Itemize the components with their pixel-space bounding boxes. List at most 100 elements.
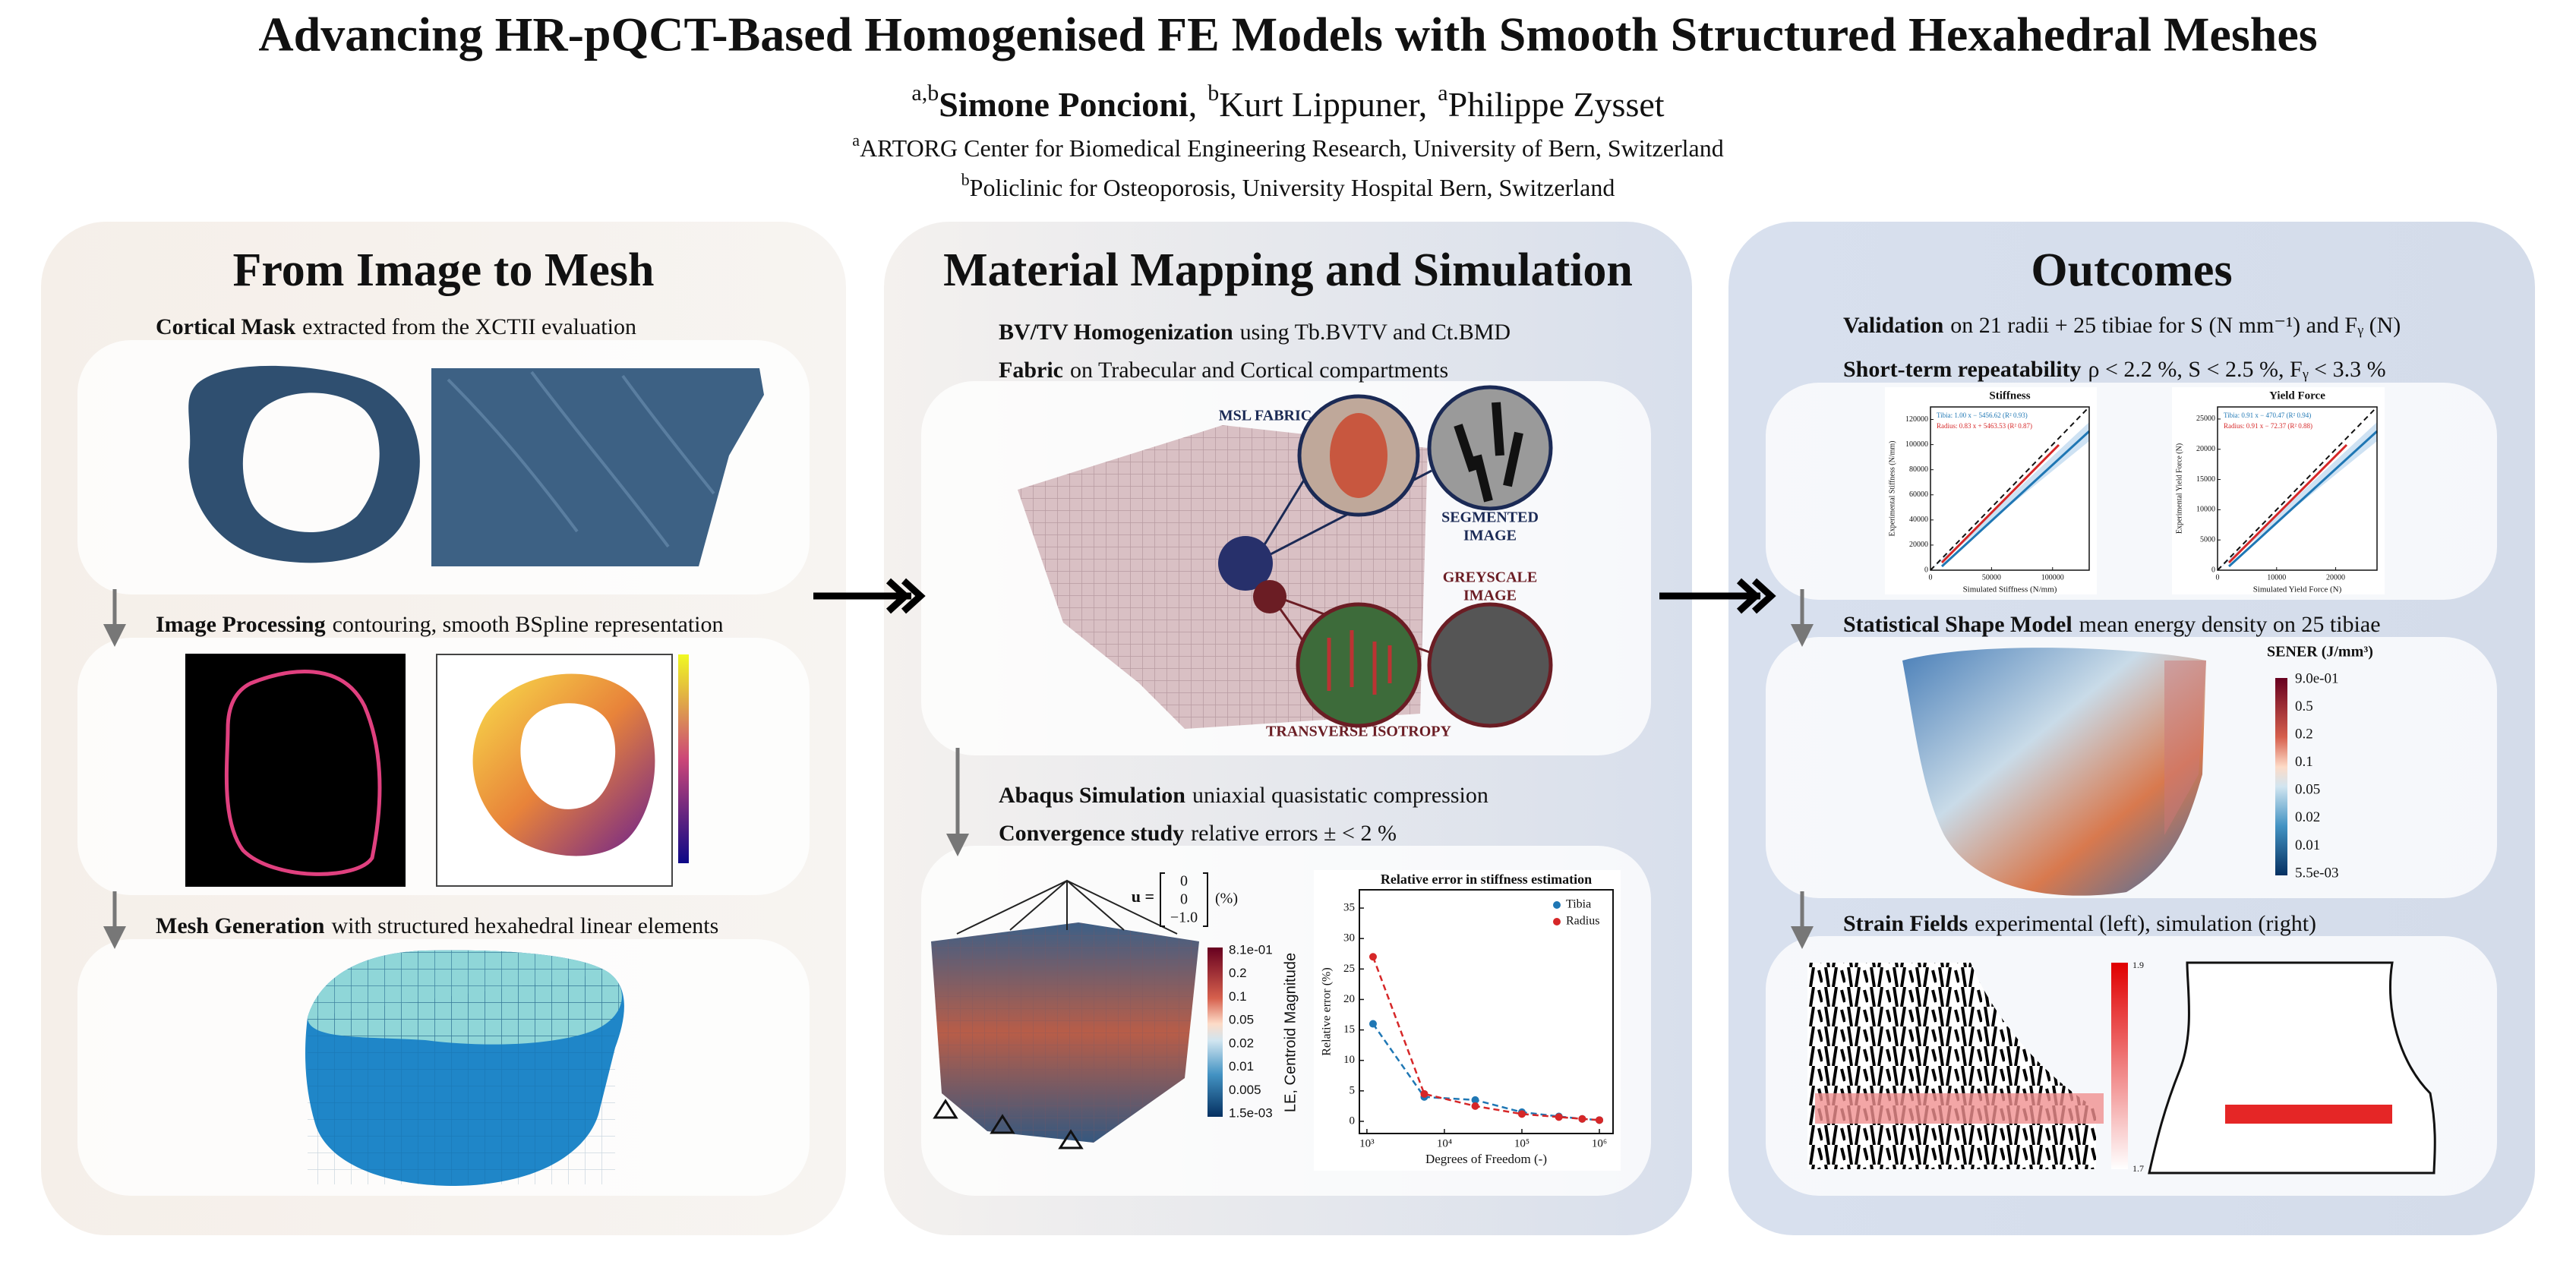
y-tick-label: 0 — [1350, 1115, 1356, 1127]
plot-title: Yield Force — [2269, 389, 2325, 402]
y-tick-label: 100000 — [1905, 440, 1928, 449]
colorbar-title: LE, Centroid Magnitude — [1282, 953, 1299, 1112]
fit-line — [2227, 443, 2348, 564]
colorbar-label: 9.0e-01 — [2295, 670, 2339, 686]
section-description: with structured hexahedral linear elemen… — [331, 913, 718, 938]
data-point — [1471, 1102, 1479, 1110]
load-symbol: u = — [1132, 887, 1154, 906]
x-tick-label: 10000 — [2267, 573, 2286, 582]
colorbar-label: 0.1 — [1229, 989, 1247, 1004]
x-tick-label: 100000 — [2041, 573, 2064, 582]
author-affiliation-mark: a — [1438, 80, 1447, 106]
x-tick-label: 20000 — [2326, 573, 2345, 582]
mesh-figure — [305, 950, 624, 1186]
fit-line — [1940, 443, 2060, 564]
x-tick-label: 10⁵ — [1514, 1137, 1530, 1149]
colorbar-label: 0.2 — [2295, 727, 2313, 743]
author-name: Philippe Zysset — [1448, 85, 1665, 124]
y-tick-label: 15000 — [2196, 475, 2215, 484]
data-point — [1596, 1116, 1604, 1124]
load-component: 0 — [1180, 891, 1188, 908]
affiliation-text: ARTORG Center for Biomedical Engineering… — [860, 134, 1724, 162]
author-affiliation-mark: b — [1208, 80, 1219, 106]
plot-title: Stiffness — [1989, 389, 2030, 402]
section-label: Strain Fields — [1843, 911, 1968, 936]
fabric-label: MSL FABRIC — [1219, 408, 1312, 424]
section-description: contouring, smooth BSpline representatio… — [333, 612, 724, 637]
fabric-label: TRANSVERSE ISOTROPY — [1266, 724, 1452, 740]
colorbar-label: 0.2 — [1229, 966, 1247, 980]
identity-line — [2217, 406, 2378, 571]
section-label: Mesh Generation — [156, 913, 325, 938]
legend-label: Radius: 0.83 x + 5463.53 (R² 0.87) — [1937, 422, 2032, 430]
y-axis-label: Relative error (%) — [1321, 967, 1334, 1055]
section-text: Cortical Mask extracted from the XCTII ev… — [156, 314, 636, 339]
x-axis-label: Simulated Yield Force (N) — [2253, 585, 2342, 594]
x-tick-label: 0 — [1929, 573, 1933, 582]
colorbar-label: 5.5e-03 — [2295, 865, 2339, 881]
affiliation: bPoliclinic for Osteoporosis, University… — [961, 170, 1615, 202]
panel-title: Material Mapping and Simulation — [943, 244, 1633, 296]
section-label: Cortical Mask — [156, 314, 295, 339]
colorbar-label: 1.7 — [2132, 1163, 2144, 1174]
author-name: Kurt Lippuner — [1219, 85, 1419, 124]
fabric-label: SEGMENTED — [1441, 509, 1539, 526]
y-tick-label: 80000 — [1909, 465, 1928, 474]
colorbar-title: SENER (J/mm³) — [2267, 644, 2373, 661]
fabric-label: IMAGE — [1463, 528, 1517, 544]
fabric-label: GREYSCALE — [1443, 569, 1537, 586]
y-tick-label: 10 — [1343, 1054, 1355, 1066]
y-tick-label: 40000 — [1909, 516, 1928, 524]
fit-line — [1940, 430, 2091, 568]
y-tick-label: 20 — [1343, 993, 1355, 1005]
fit-line — [2227, 430, 2379, 568]
section-description: using Tb.BVTV and Ct.BMD — [1240, 320, 1511, 345]
section-description: on 21 radii + 25 tibiae for S (N mm⁻¹) a… — [1950, 313, 2401, 338]
data-point — [1471, 1096, 1479, 1104]
y-tick-label: 0 — [2211, 566, 2215, 574]
identity-line — [1930, 406, 2090, 571]
x-tick-label: 50000 — [1982, 573, 2001, 582]
y-tick-label: 30 — [1343, 932, 1355, 944]
load-unit: (%) — [1215, 891, 1238, 907]
section-text: Mesh Generation with structured hexahedra… — [156, 913, 718, 938]
section-description: uniaxial quasistatic compression — [1192, 783, 1488, 808]
plot-background — [2172, 387, 2385, 594]
fabric-figure — [1018, 385, 1553, 729]
colorbar-label: 1.5e-03 — [1229, 1105, 1273, 1120]
colorbar-label: 0.01 — [2295, 837, 2320, 853]
data-point — [1555, 1113, 1563, 1121]
y-axis-label: Experimental Stiffness (N/mm) — [1888, 441, 1896, 537]
colorbar-label: 0.5 — [2295, 698, 2313, 714]
cortical-mask-figure — [188, 365, 764, 566]
y-tick-label: 20000 — [1909, 541, 1928, 549]
colorbar-label: 0.01 — [1229, 1059, 1254, 1074]
colorbar-label: 8.1e-01 — [1229, 942, 1273, 957]
colorbar-label: 0.05 — [1229, 1013, 1254, 1027]
shape-model-figure — [1902, 648, 2287, 896]
section-label: BV/TV Homogenization — [999, 320, 1233, 345]
plot-title: Relative error in stiffness estimation — [1381, 872, 1592, 887]
y-tick-label: 60000 — [1909, 490, 1928, 499]
y-tick-label: 5000 — [2200, 535, 2215, 544]
author-separator: , — [1419, 85, 1428, 124]
section-text: BV/TV Homogenization using Tb.BVTV and Ct… — [999, 320, 1511, 345]
section-description: mean energy density on 25 tibiae — [2079, 612, 2381, 637]
x-axis-label: Degrees of Freedom (-) — [1425, 1152, 1547, 1166]
y-tick-label: 120000 — [1905, 415, 1928, 424]
load-component: 0 — [1180, 873, 1188, 890]
data-point — [1578, 1115, 1586, 1123]
data-point — [1420, 1089, 1428, 1098]
y-tick-label: 20000 — [2196, 445, 2215, 453]
section-description: experimental (left), simulation (right) — [1975, 911, 2316, 936]
colorbar-label: 0.02 — [2295, 809, 2320, 825]
section-description: ρ < 2.2 %, S < 2.5 %, Fᵧ < 3.3 % — [2088, 357, 2386, 382]
section-label: Short-term repeatability — [1843, 357, 2082, 382]
legend-label: Radius: 0.91 x − 72.37 (R² 0.88) — [2224, 422, 2312, 430]
data-point — [1368, 953, 1377, 961]
authors: a,bSimone Poncioni, bKurt Lippuner, aPhili… — [911, 80, 1664, 123]
section-text: Short-term repeatability ρ < 2.2 %, S < 2… — [1843, 357, 2386, 382]
legend-label: Tibia: 1.00 x − 5456.62 (R² 0.93) — [1937, 411, 2028, 419]
author-name: Simone Poncioni — [939, 85, 1189, 124]
